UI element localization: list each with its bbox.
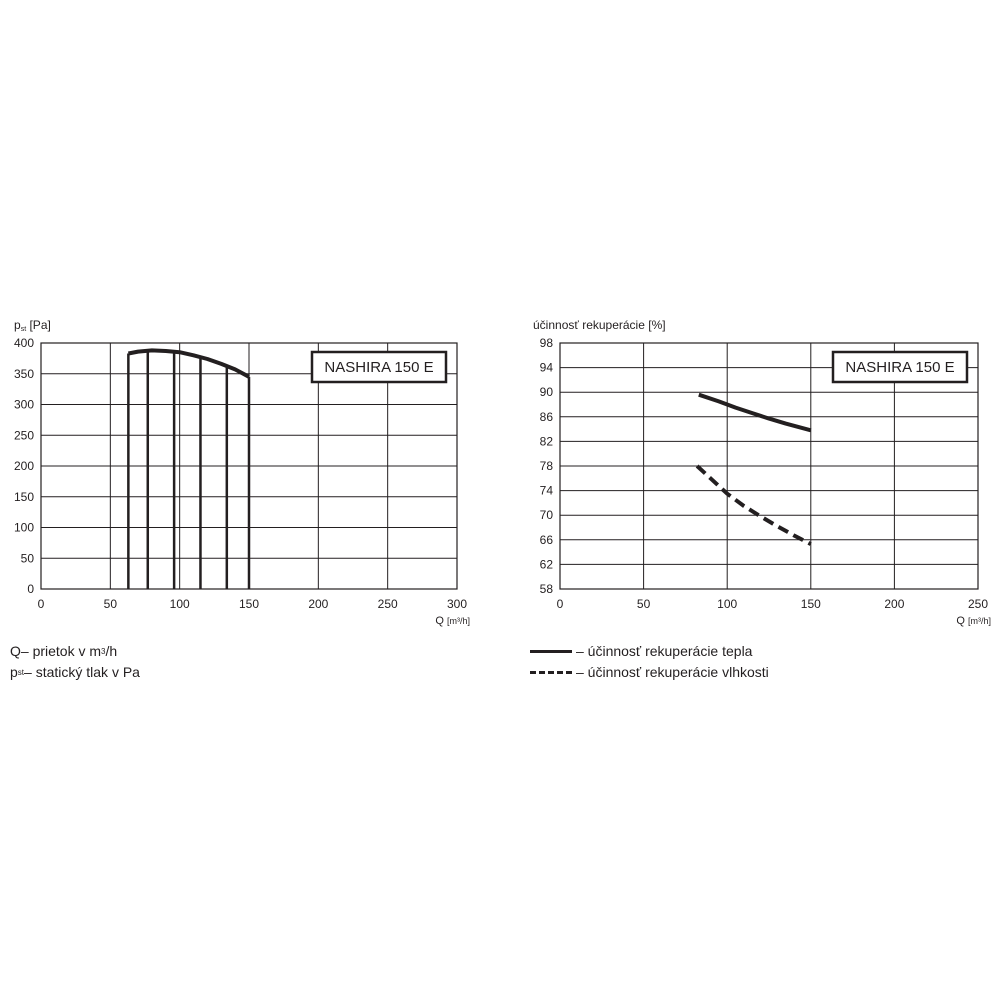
pressure-ytick-label: 50	[21, 551, 35, 565]
pressure-ytick-label: 300	[14, 398, 34, 412]
pressure-xtick-label: 50	[104, 597, 118, 611]
pressure-xtick-label: 300	[447, 597, 467, 611]
legend-item-humidity: – účinnosť rekuperácie vlhkosti	[530, 662, 769, 683]
efficiency-series-line-2	[695, 464, 812, 546]
efficiency-ytick-label: 74	[540, 484, 554, 498]
pressure-ytick-label: 200	[14, 459, 34, 473]
legend-left-q: Q – prietok v m 3/h	[10, 641, 140, 662]
efficiency-ytick-label: 66	[540, 533, 554, 547]
efficiency-xtick-label: 150	[801, 597, 821, 611]
efficiency-ytick-label: 82	[540, 434, 554, 448]
efficiency-ytick-label: 62	[540, 557, 554, 571]
efficiency-ytick-label: 94	[540, 361, 554, 375]
legend-p-text: – statický tlak v Pa	[24, 664, 140, 680]
legend-p-sub: st	[17, 668, 25, 677]
efficiency-xtick-label: 0	[557, 597, 564, 611]
pressure-title-box	[310, 350, 448, 384]
efficiency-series-line-1	[698, 392, 812, 433]
legend-heat-label: – účinnosť rekuperácie tepla	[576, 643, 753, 659]
legend-right: – účinnosť rekuperácie tepla – účinnosť …	[530, 641, 769, 683]
legend-left: Q – prietok v m 3/h p st – statický tlak v…	[10, 641, 140, 683]
legend-q-symbol: Q	[10, 643, 21, 659]
legend-q-text: – prietok v m	[20, 643, 102, 659]
pressure-chart-title: NASHIRA 150 E	[324, 359, 433, 376]
pressure-series-line-1	[128, 348, 250, 379]
legend-item-heat: – účinnosť rekuperácie tepla	[530, 641, 769, 662]
efficiency-xtick-label: 200	[884, 597, 904, 611]
pressure-chart: 0 50 100 150 200 250 300 350 400 0 50 100 150 200 250 3…	[14, 318, 470, 627]
pressure-xtick-label: 150	[239, 597, 259, 611]
efficiency-xlabel: Q [m³/h]	[956, 615, 991, 627]
efficiency-ytick-label: 86	[540, 410, 554, 424]
legend-dashed-line-icon	[530, 671, 572, 674]
legend-q-after: /h	[105, 643, 118, 659]
pressure-xtick-label: 100	[170, 597, 190, 611]
efficiency-xtick-label: 100	[717, 597, 737, 611]
legend-p-symbol: p	[10, 664, 18, 680]
legend-q-sup: 3	[101, 647, 106, 656]
efficiency-title-box	[831, 350, 969, 384]
efficiency-ytick-label: 58	[540, 582, 554, 596]
pressure-ytick-label: 350	[14, 367, 34, 381]
legend-left-pst: p st – statický tlak v Pa	[10, 662, 140, 683]
efficiency-chart: 58 62 66 70 74 78 82 86 90 94 98 0 50 100 150 200 250 úči…	[533, 318, 991, 627]
pressure-xlabel: Q [m³/h]	[435, 615, 470, 627]
efficiency-ytick-label: 78	[540, 459, 554, 473]
pressure-xtick-label: 250	[378, 597, 398, 611]
efficiency-xtick-label: 50	[637, 597, 651, 611]
pressure-ytick-label: 400	[14, 336, 34, 350]
pressure-ytick-label: 250	[14, 428, 34, 442]
pressure-xtick-label: 0	[38, 597, 45, 611]
pressure-ytick-label: 150	[14, 490, 34, 504]
efficiency-plot-frame	[559, 342, 979, 590]
legend-solid-line-icon	[530, 650, 572, 653]
efficiency-xtick-label: 250	[968, 597, 988, 611]
efficiency-ytick-label: 90	[540, 385, 554, 399]
pressure-xtick-label: 200	[308, 597, 328, 611]
efficiency-chart-title: NASHIRA 150 E	[845, 359, 954, 376]
pressure-ytick-label: 0	[27, 582, 34, 596]
pressure-ylabel: pst [Pa]	[14, 318, 51, 333]
legend-humidity-label: – účinnosť rekuperácie vlhkosti	[576, 664, 769, 680]
pressure-ytick-label: 100	[14, 521, 34, 535]
efficiency-ytick-label: 98	[540, 336, 554, 350]
efficiency-ytick-label: 70	[540, 508, 554, 522]
efficiency-ylabel: účinnosť rekuperácie [%]	[533, 318, 666, 332]
